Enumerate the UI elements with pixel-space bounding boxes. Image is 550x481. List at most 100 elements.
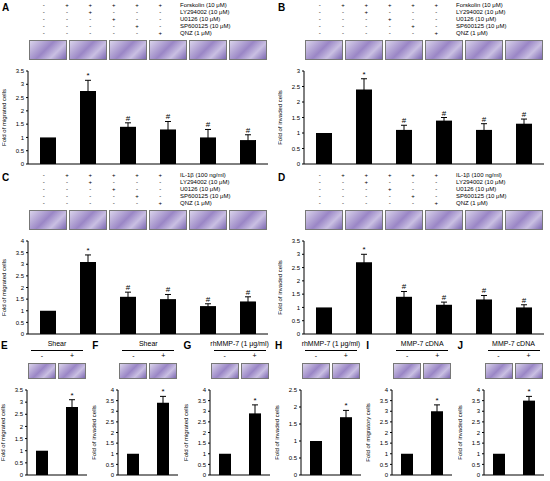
svg-text:*: * <box>527 387 530 396</box>
svg-text:3: 3 <box>297 251 301 257</box>
svg-text:3.5: 3.5 <box>16 250 25 256</box>
svg-text:Fold of invaded cells: Fold of invaded cells <box>458 405 463 460</box>
svg-text:2: 2 <box>294 404 298 410</box>
svg-text:2: 2 <box>297 99 301 105</box>
svg-text:0: 0 <box>385 472 389 478</box>
svg-text:2: 2 <box>476 430 480 436</box>
svg-text:4: 4 <box>385 387 389 393</box>
svg-text:3.5: 3.5 <box>471 398 480 404</box>
svg-text:#: # <box>522 296 527 305</box>
svg-text:0.5: 0.5 <box>16 148 25 154</box>
svg-text:1.5: 1.5 <box>289 421 298 427</box>
svg-text:1.5: 1.5 <box>292 115 301 121</box>
svg-text:1: 1 <box>20 448 24 454</box>
svg-text:3: 3 <box>385 408 389 414</box>
svg-text:0.5: 0.5 <box>289 455 298 461</box>
svg-text:#: # <box>206 120 211 129</box>
svg-text:2: 2 <box>385 430 389 436</box>
svg-text:1: 1 <box>297 130 301 136</box>
svg-text:2.5: 2.5 <box>289 387 298 393</box>
svg-text:3.5: 3.5 <box>15 387 24 393</box>
svg-text:1.5: 1.5 <box>197 440 206 446</box>
svg-text:#: # <box>126 283 131 292</box>
svg-text:0: 0 <box>476 472 480 478</box>
svg-text:Fold of invaded cells: Fold of invaded cells <box>92 405 97 460</box>
svg-text:0: 0 <box>21 161 25 167</box>
svg-text:1: 1 <box>111 451 115 457</box>
svg-text:1.5: 1.5 <box>292 291 301 297</box>
svg-text:*: * <box>362 70 365 79</box>
svg-text:*: * <box>253 396 256 405</box>
svg-text:0: 0 <box>111 472 115 478</box>
svg-text:0: 0 <box>202 472 206 478</box>
svg-text:0: 0 <box>20 472 24 478</box>
svg-text:2: 2 <box>20 424 24 430</box>
svg-text:2: 2 <box>21 285 25 291</box>
svg-text:0.5: 0.5 <box>15 460 24 466</box>
svg-text:2.5: 2.5 <box>292 265 301 271</box>
svg-text:#: # <box>166 285 171 294</box>
svg-text:*: * <box>344 401 347 410</box>
svg-text:1.5: 1.5 <box>16 121 25 127</box>
svg-text:Fold of migrated cells: Fold of migrated cells <box>184 404 189 461</box>
svg-text:2: 2 <box>202 430 206 436</box>
svg-text:0.5: 0.5 <box>292 318 301 324</box>
svg-text:1.5: 1.5 <box>16 296 25 302</box>
svg-text:1: 1 <box>294 438 298 444</box>
svg-text:#: # <box>246 126 251 135</box>
svg-text:1: 1 <box>476 451 480 457</box>
svg-text:*: * <box>362 245 365 254</box>
svg-text:*: * <box>86 246 89 255</box>
svg-text:2: 2 <box>297 278 301 284</box>
svg-text:0.5: 0.5 <box>292 146 301 152</box>
svg-text:Fold of migratory cells: Fold of migratory cells <box>366 403 371 462</box>
svg-text:3: 3 <box>20 399 24 405</box>
svg-text:4: 4 <box>21 238 25 244</box>
svg-text:0.5: 0.5 <box>197 462 206 468</box>
svg-text:2.5: 2.5 <box>16 95 25 101</box>
svg-text:*: * <box>162 387 165 396</box>
svg-text:1: 1 <box>202 451 206 457</box>
svg-text:3.5: 3.5 <box>197 398 206 404</box>
svg-text:2: 2 <box>21 108 25 114</box>
svg-text:1: 1 <box>21 308 25 314</box>
svg-text:#: # <box>402 116 407 125</box>
svg-text:2.5: 2.5 <box>106 419 115 425</box>
svg-text:1.5: 1.5 <box>106 440 115 446</box>
svg-text:0: 0 <box>21 331 25 337</box>
svg-text:2.5: 2.5 <box>292 84 301 90</box>
svg-text:#: # <box>246 288 251 297</box>
svg-text:#: # <box>126 114 131 123</box>
svg-text:1.5: 1.5 <box>471 440 480 446</box>
svg-text:3: 3 <box>476 408 480 414</box>
svg-text:0.5: 0.5 <box>16 320 25 326</box>
svg-text:3.5: 3.5 <box>380 398 389 404</box>
svg-text:3.5: 3.5 <box>292 238 301 244</box>
svg-text:#: # <box>166 112 171 121</box>
svg-text:2.5: 2.5 <box>197 419 206 425</box>
svg-text:1: 1 <box>21 135 25 141</box>
svg-text:#: # <box>482 115 487 124</box>
svg-text:1: 1 <box>385 451 389 457</box>
svg-text:#: # <box>206 295 211 304</box>
svg-text:4: 4 <box>476 387 480 393</box>
svg-text:0: 0 <box>297 161 301 167</box>
svg-text:Fold of invaded cells: Fold of invaded cells <box>278 90 283 145</box>
svg-text:3: 3 <box>21 81 25 87</box>
svg-text:3.5: 3.5 <box>16 68 25 74</box>
svg-text:#: # <box>482 286 487 295</box>
svg-text:0.5: 0.5 <box>106 462 115 468</box>
svg-text:1: 1 <box>297 305 301 311</box>
svg-text:2.5: 2.5 <box>15 411 24 417</box>
svg-text:Fold of invaded cells: Fold of invaded cells <box>275 405 280 460</box>
svg-text:#: # <box>522 110 527 119</box>
svg-text:3: 3 <box>21 261 25 267</box>
svg-text:2.5: 2.5 <box>16 273 25 279</box>
svg-text:3: 3 <box>202 408 206 414</box>
svg-text:0: 0 <box>297 331 301 337</box>
svg-text:#: # <box>402 282 407 291</box>
svg-text:Fold of invaded cells: Fold of invaded cells <box>278 260 283 315</box>
svg-text:*: * <box>70 391 73 400</box>
svg-text:*: * <box>436 396 439 405</box>
svg-text:4: 4 <box>202 387 206 393</box>
